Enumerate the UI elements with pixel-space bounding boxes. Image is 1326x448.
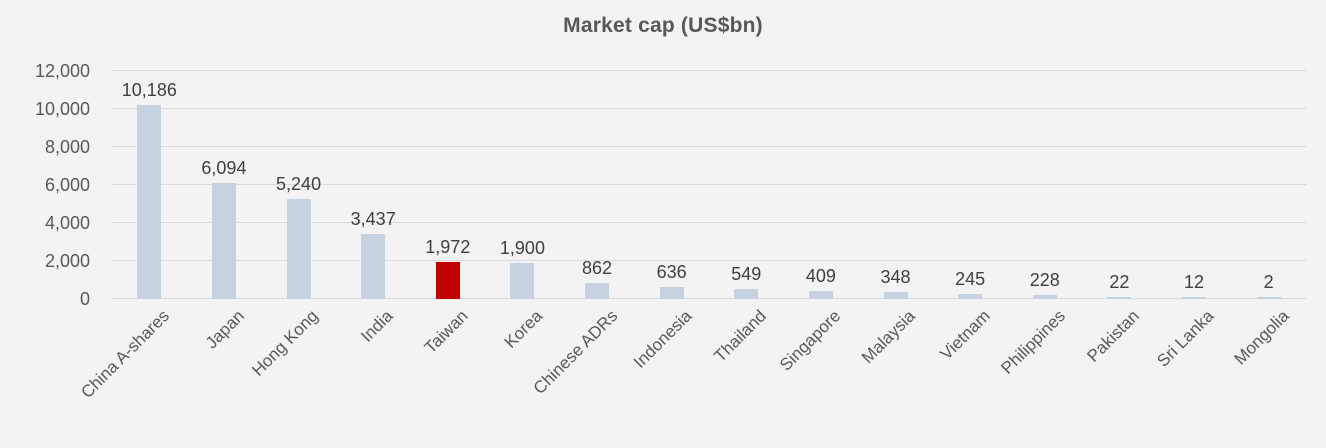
- bar-slot-mongolia: 2: [1231, 71, 1306, 299]
- bar-slot-china-a-shares: 10,186: [112, 71, 187, 299]
- x-slot: Vietnam: [933, 299, 1008, 448]
- y-tick-label: 4,000: [44, 213, 90, 233]
- bar-thailand: [734, 288, 759, 299]
- x-slot: Philippines: [997, 299, 1083, 448]
- bar-china-a-shares: [137, 105, 162, 299]
- value-label: 636: [656, 261, 687, 282]
- category-label: Pakistan: [1083, 306, 1144, 366]
- bar-sri-lanka: [1182, 297, 1207, 299]
- x-slot: Sri Lanka: [1153, 299, 1232, 448]
- y-axis: 0 2,000 4,000 6,000 8,000 10,000 12,000: [0, 62, 96, 308]
- value-label: 10,186: [121, 80, 177, 101]
- bar-slot-malaysia: 348: [858, 71, 933, 299]
- bar-slot-sri-lanka: 12: [1157, 71, 1232, 299]
- bar-japan: [211, 183, 236, 299]
- value-label: 228: [1029, 269, 1060, 290]
- bar-slot-japan: 6,094: [187, 71, 262, 299]
- bar-slot-hong-kong: 5,240: [261, 71, 336, 299]
- x-slot: Indonesia: [629, 299, 709, 448]
- category-label: Hong Kong: [248, 306, 323, 380]
- y-tick-label: 2,000: [44, 251, 90, 271]
- bar-vietnam: [958, 294, 983, 299]
- bars-container: 10,186 6,094 5,240 3,437 1,972 1,900 862 636 549…: [112, 71, 1306, 299]
- value-label: 1,900: [499, 237, 545, 258]
- x-slot: Singapore: [776, 299, 859, 448]
- x-slot: China A-shares: [77, 299, 187, 448]
- chart-title: Market cap (US$bn): [563, 14, 763, 37]
- category-label: Taiwan: [420, 306, 472, 358]
- bar-singapore: [808, 291, 833, 299]
- bar-india: [361, 233, 386, 299]
- y-tick-label: 0: [79, 289, 90, 309]
- value-label: 6,094: [201, 158, 247, 179]
- value-label: 5,240: [276, 174, 322, 195]
- bar-korea: [510, 262, 535, 299]
- bar-slot-taiwan: 1,972: [411, 71, 486, 299]
- x-slot: Japan: [187, 299, 262, 448]
- category-label: Thailand: [710, 306, 771, 366]
- category-label: Sri Lanka: [1153, 306, 1218, 371]
- x-slot: Chinese ADRs: [529, 299, 635, 448]
- value-label: 22: [1109, 272, 1130, 292]
- category-label: Vietnam: [936, 306, 994, 364]
- value-label: 245: [955, 269, 986, 290]
- gridline: [112, 146, 1306, 147]
- gridline: [112, 108, 1306, 109]
- gridline: [112, 184, 1306, 185]
- gridline: [112, 222, 1306, 223]
- plot-area: 10,186 6,094 5,240 3,437 1,972 1,900 862 636 549…: [112, 70, 1306, 299]
- bar-slot-indonesia: 636: [634, 71, 709, 299]
- x-slot: India: [336, 299, 411, 448]
- bar-indonesia: [659, 286, 684, 299]
- value-label: 549: [731, 263, 762, 284]
- category-label: Indonesia: [629, 306, 696, 372]
- bar-slot-chinese-adrs: 862: [560, 71, 635, 299]
- y-tick-label: 6,000: [44, 175, 90, 195]
- bar-malaysia: [883, 292, 908, 299]
- category-label: Malaysia: [858, 306, 920, 368]
- category-label: Philippines: [996, 306, 1069, 378]
- x-slot: Pakistan: [1082, 299, 1157, 448]
- bar-mongolia: [1256, 297, 1281, 299]
- x-slot: Taiwan: [411, 299, 486, 448]
- bar-chinese-adrs: [585, 282, 610, 299]
- bar-hong-kong: [286, 199, 311, 299]
- gridline: [112, 298, 1306, 299]
- x-axis: China A-shares Japan Hong Kong India Taiwan K…: [77, 299, 1306, 448]
- x-slot: Thailand: [709, 299, 784, 448]
- category-label: Singapore: [776, 306, 845, 375]
- x-slot: Malaysia: [858, 299, 933, 448]
- bar-slot-india: 3,437: [336, 71, 411, 299]
- y-tick-label: 8,000: [44, 137, 90, 157]
- bar-slot-korea: 1,900: [485, 71, 560, 299]
- value-label: 12: [1184, 272, 1205, 292]
- bar-slot-vietnam: 245: [933, 71, 1008, 299]
- category-label: Korea: [500, 306, 547, 352]
- bar-pakistan: [1107, 297, 1132, 299]
- bar-slot-thailand: 549: [709, 71, 784, 299]
- value-label: 348: [880, 267, 911, 288]
- value-label: 3,437: [350, 208, 396, 229]
- x-slot: Hong Kong: [249, 299, 336, 448]
- gridline: [112, 70, 1306, 71]
- category-label: India: [357, 306, 397, 346]
- y-tick-label: 12,000: [34, 61, 90, 81]
- bar-taiwan: [435, 261, 460, 299]
- bar-slot-philippines: 228: [1008, 71, 1083, 299]
- gridline: [112, 260, 1306, 261]
- gridlines: [112, 70, 1306, 299]
- y-tick-label: 10,000: [34, 99, 90, 119]
- bar-philippines: [1032, 294, 1057, 299]
- value-label: 2: [1263, 272, 1274, 292]
- bar-slot-pakistan: 22: [1082, 71, 1157, 299]
- value-label: 862: [582, 257, 613, 278]
- category-label: Mongolia: [1230, 306, 1293, 369]
- category-label: Japan: [201, 306, 248, 353]
- x-slot: Mongolia: [1230, 299, 1306, 448]
- value-label: 1,972: [425, 236, 471, 257]
- bar-slot-singapore: 409: [784, 71, 859, 299]
- category-label: China A-shares: [77, 306, 174, 402]
- value-label: 409: [805, 266, 836, 287]
